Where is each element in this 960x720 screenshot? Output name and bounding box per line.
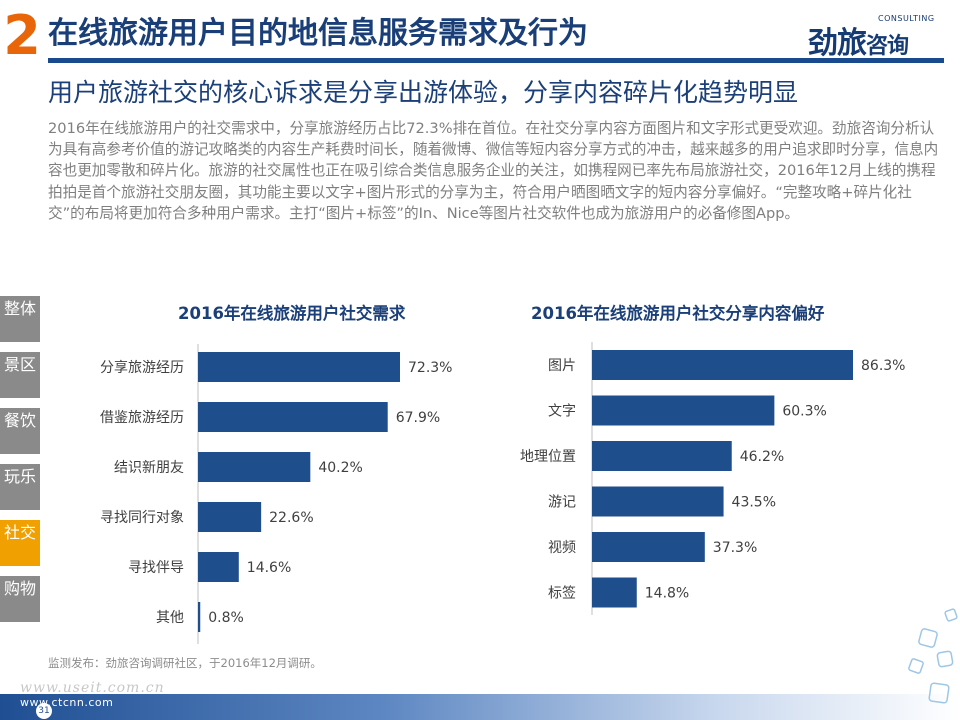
bar-needs-4 bbox=[198, 552, 239, 582]
sidebar-item-label: 景区 bbox=[3, 355, 36, 374]
value-label-needs-4: 14.6% bbox=[247, 560, 291, 576]
value-label-content-0: 86.3% bbox=[861, 358, 905, 374]
sidebar-item-label: 餐饮 bbox=[3, 411, 36, 430]
value-label-content-1: 60.3% bbox=[782, 404, 826, 420]
page-number: 31 bbox=[36, 703, 52, 719]
bar-content-5 bbox=[592, 577, 637, 608]
sidebar-item-overall[interactable]: 整体 bbox=[0, 296, 40, 342]
source-note: 监测发布：劲旅咨询调研社区，于2016年12月调研。 bbox=[48, 656, 322, 670]
category-label-content-4: 视频 bbox=[548, 540, 576, 556]
category-label-needs-0: 分享旅游经历 bbox=[100, 359, 184, 376]
header-divider bbox=[48, 58, 944, 63]
category-label-content-1: 文字 bbox=[548, 404, 576, 420]
watermark-text: www.useit.com.cn bbox=[20, 680, 165, 696]
logo-wordmark: 劲旅咨询 bbox=[808, 26, 909, 61]
bar-needs-1 bbox=[198, 402, 388, 432]
bar-content-3 bbox=[592, 486, 724, 517]
bar-needs-0 bbox=[198, 352, 400, 382]
category-label-needs-2: 结识新朋友 bbox=[114, 460, 184, 476]
decorative-squares bbox=[908, 608, 958, 704]
intro-paragraph: 2016年在线旅游用户的社交需求中，分享旅游经历占比72.3%排在首位。在社交分… bbox=[48, 120, 939, 222]
value-label-content-2: 46.2% bbox=[740, 449, 784, 465]
brand-logo: 劲旅咨询 CONSULTING bbox=[808, 12, 938, 61]
chart-title-social-needs: 2016年在线旅游用户社交需求 bbox=[178, 304, 406, 323]
bar-needs-5 bbox=[198, 602, 201, 632]
category-label-needs-5: 其他 bbox=[156, 610, 184, 626]
sidebar-item-social[interactable]: 社交 bbox=[0, 520, 40, 566]
category-label-content-0: 图片 bbox=[548, 358, 576, 374]
category-label-needs-3: 寻找同行对象 bbox=[100, 510, 184, 526]
bar-content-2 bbox=[592, 441, 732, 471]
category-label-content-5: 标签 bbox=[548, 585, 576, 602]
sidebar-item-shopping[interactable]: 购物 bbox=[0, 576, 40, 622]
bar-content-4 bbox=[592, 532, 705, 562]
category-label-needs-4: 寻找伴导 bbox=[128, 560, 184, 576]
footer-url[interactable]: www.ctcnn.com bbox=[20, 696, 114, 709]
value-label-needs-5: 0.8% bbox=[208, 610, 244, 626]
value-label-needs-3: 22.6% bbox=[269, 510, 313, 526]
bar-content-1 bbox=[592, 395, 775, 426]
value-label-content-3: 43.5% bbox=[732, 495, 776, 511]
section-number: 2 bbox=[3, 4, 41, 67]
value-label-needs-1: 67.9% bbox=[396, 410, 440, 426]
footer-band bbox=[0, 694, 960, 720]
sidebar-item-label: 整体 bbox=[3, 299, 36, 318]
chart-title-share-content: 2016年在线旅游用户社交分享内容偏好 bbox=[531, 304, 825, 323]
category-label-needs-1: 借鉴旅游经历 bbox=[100, 410, 184, 426]
bar-needs-2 bbox=[198, 452, 311, 482]
sidebar-item-entertainment[interactable]: 玩乐 bbox=[0, 464, 40, 510]
category-label-content-2: 地理位置 bbox=[520, 449, 576, 465]
sidebar-item-label: 玩乐 bbox=[3, 467, 36, 486]
page-title: 在线旅游用户目的地信息服务需求及行为 bbox=[48, 16, 588, 51]
value-label-content-4: 37.3% bbox=[713, 540, 757, 556]
bar-needs-3 bbox=[198, 502, 262, 532]
sidebar-item-scenic[interactable]: 景区 bbox=[0, 352, 40, 398]
sidebar-item-dining[interactable]: 餐饮 bbox=[0, 408, 40, 454]
slide-subtitle: 用户旅游社交的核心诉求是分享出游体验，分享内容碎片化趋势明显 bbox=[48, 78, 799, 107]
sidebar-item-label: 购物 bbox=[3, 579, 36, 598]
value-label-needs-2: 40.2% bbox=[318, 460, 362, 476]
sidebar-item-label: 社交 bbox=[3, 523, 36, 542]
category-label-content-3: 游记 bbox=[548, 495, 576, 511]
value-label-needs-0: 72.3% bbox=[408, 360, 452, 376]
logo-subtitle: CONSULTING bbox=[878, 14, 935, 23]
value-label-content-5: 14.8% bbox=[645, 586, 689, 602]
bar-content-0 bbox=[592, 350, 853, 380]
